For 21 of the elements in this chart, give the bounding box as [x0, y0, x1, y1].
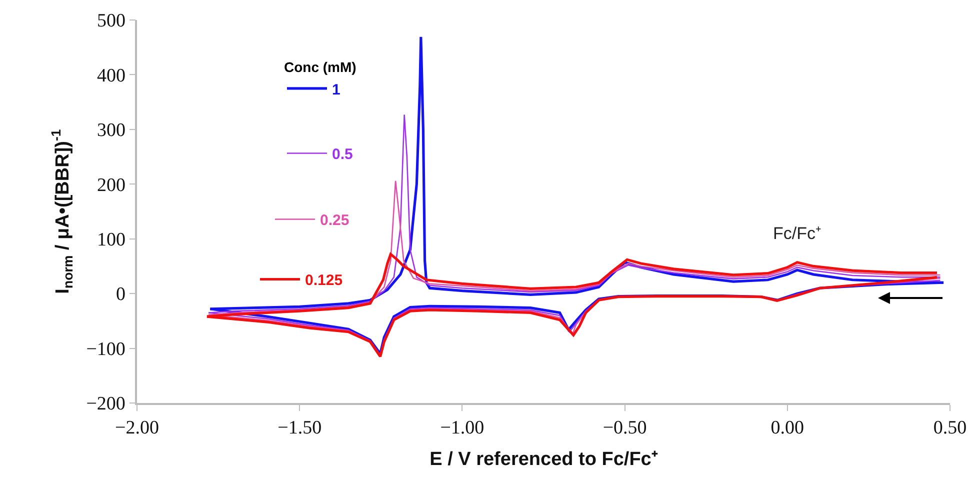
y-tick-label: 200: [96, 174, 126, 196]
x-tick-label: −1.00: [440, 418, 484, 439]
y-tick-label: 0: [116, 284, 126, 306]
x-tick-label: −0.50: [602, 418, 647, 439]
x-tick-label: 0.00: [770, 418, 804, 439]
y-tick-label: 500: [96, 10, 126, 32]
legend-label: 1: [332, 81, 340, 98]
y-tick-label: −200: [86, 394, 126, 415]
legend-label: 0.5: [332, 146, 353, 164]
x-tick-label: 0.50: [933, 418, 967, 439]
legend-title: Conc (mM): [284, 59, 356, 76]
y-tick-label: 400: [96, 65, 126, 86]
legend-label: 0.25: [320, 212, 350, 230]
legend-label: 0.125: [305, 272, 343, 290]
y-tick-label: 300: [96, 120, 126, 142]
x-tick-label: −2.00: [115, 418, 159, 439]
y-tick-label: 100: [96, 230, 126, 251]
x-tick-label: −1.50: [278, 418, 322, 439]
y-tick-label: −100: [86, 338, 126, 360]
annotation: Fc/Fc⁺: [773, 224, 822, 243]
x-axis-title: E / V referenced to Fc/Fc⁺: [430, 448, 658, 470]
